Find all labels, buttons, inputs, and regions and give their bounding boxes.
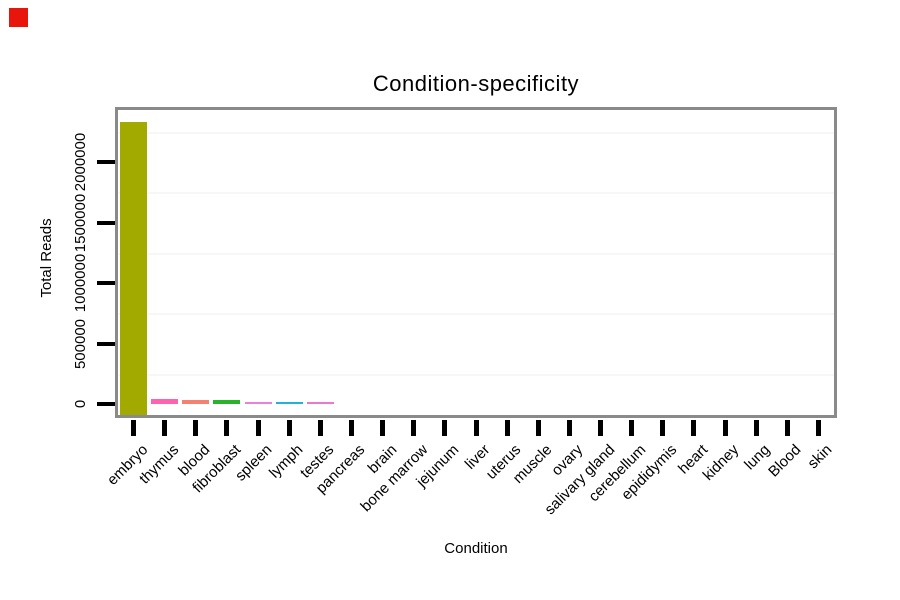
bar-thymus	[151, 398, 179, 404]
bar-blood	[182, 400, 210, 404]
y-axis-tick	[97, 160, 115, 164]
chart-title: Condition-specificity	[372, 71, 580, 96]
x-axis-tick	[535, 420, 541, 436]
y-axis-tick	[97, 220, 115, 225]
minor-gridline	[118, 192, 834, 195]
minor-gridline	[118, 131, 834, 134]
x-axis-tick	[193, 420, 199, 436]
x-axis-tick	[691, 420, 697, 436]
x-axis-tick	[411, 420, 417, 436]
minor-gridline	[118, 373, 834, 376]
x-axis-tick	[753, 420, 759, 436]
red-square-marker	[9, 8, 28, 27]
bar-fibroblast	[213, 399, 241, 404]
y-axis-tick	[97, 281, 115, 285]
x-axis-tick	[722, 420, 728, 436]
bar-lymph	[275, 402, 303, 404]
plot-panel	[115, 107, 837, 418]
x-axis-tick	[629, 420, 635, 436]
x-axis-tick	[473, 420, 479, 436]
x-axis-tick	[442, 420, 448, 436]
x-axis-tick	[224, 420, 230, 436]
x-axis-tick	[317, 420, 323, 436]
y-tick-label: 2000000	[72, 132, 89, 192]
x-axis-title: Condition	[444, 540, 508, 557]
x-axis-tick	[504, 420, 510, 436]
y-axis-tick	[97, 341, 115, 346]
bar-testes	[306, 402, 334, 404]
bar-embryo	[120, 122, 148, 415]
x-axis-tick	[162, 420, 168, 436]
x-axis-tick	[598, 420, 604, 436]
minor-gridline	[118, 313, 834, 316]
y-axis-tick	[97, 402, 115, 406]
x-axis-tick	[784, 420, 790, 436]
y-axis-title: Total Reads	[38, 218, 55, 298]
x-axis-tick	[660, 420, 666, 436]
x-axis-tick	[131, 420, 137, 436]
x-axis-tick	[380, 420, 386, 436]
x-axis-tick	[286, 420, 292, 436]
x-axis-tick	[815, 420, 821, 436]
x-axis-tick	[348, 420, 354, 436]
bar-spleen	[244, 401, 272, 404]
x-axis-tick	[255, 420, 261, 436]
x-axis-tick	[566, 420, 572, 436]
minor-gridline	[118, 252, 834, 255]
